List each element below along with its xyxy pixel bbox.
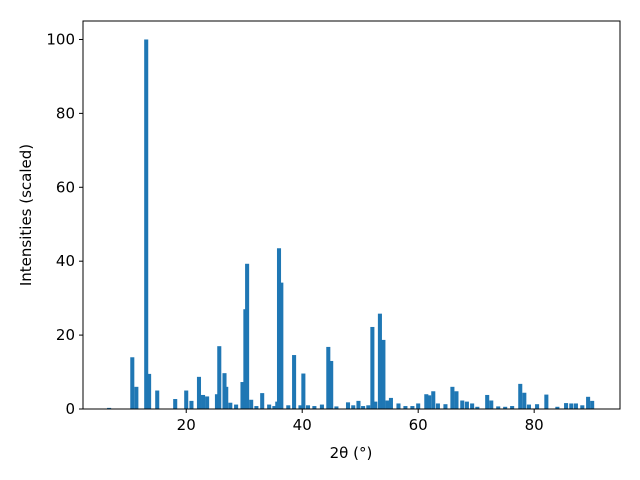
bar <box>544 394 549 409</box>
bar <box>205 396 210 409</box>
bar <box>312 406 317 409</box>
bar <box>377 313 382 409</box>
bar <box>361 406 366 409</box>
bar <box>555 406 560 409</box>
bar <box>403 406 408 409</box>
bar <box>535 404 540 409</box>
bar <box>381 339 386 409</box>
x-tick-label: 60 <box>409 416 428 434</box>
y-axis-label: Intensities (scaled) <box>17 144 35 286</box>
bar <box>373 401 378 409</box>
x-tick-label: 20 <box>177 416 196 434</box>
bar <box>522 392 527 409</box>
bar <box>144 39 149 409</box>
bar <box>443 404 448 409</box>
bar <box>286 405 291 409</box>
bar <box>489 400 494 409</box>
bar <box>366 405 371 409</box>
bar <box>388 397 393 409</box>
bar <box>214 394 219 409</box>
bar <box>580 405 585 409</box>
x-tick-label: 40 <box>293 416 312 434</box>
bar <box>173 399 178 409</box>
bar <box>240 382 245 409</box>
y-tick-label: 100 <box>46 30 75 48</box>
bar <box>496 406 501 409</box>
bar <box>249 399 254 409</box>
bar <box>107 407 112 409</box>
bar <box>370 326 375 409</box>
bar <box>435 403 440 409</box>
bar <box>147 373 152 409</box>
bar <box>292 355 297 409</box>
bar <box>485 394 490 409</box>
bar <box>345 402 351 409</box>
bar <box>228 402 233 409</box>
bar <box>569 403 574 409</box>
bar <box>573 403 578 409</box>
bar <box>424 394 429 409</box>
bar <box>586 396 591 409</box>
bar <box>503 406 508 409</box>
bar <box>510 406 515 409</box>
bar <box>234 404 239 409</box>
x-axis-label: 2θ (°) <box>330 444 373 462</box>
bar <box>385 400 390 409</box>
bar <box>454 391 459 409</box>
bar <box>155 390 160 409</box>
x-tick-label: 80 <box>525 416 544 434</box>
bar <box>254 406 259 409</box>
bar <box>427 395 432 409</box>
bar <box>351 405 356 409</box>
bar <box>470 403 475 409</box>
bar <box>564 403 569 409</box>
bar <box>416 403 421 409</box>
bar <box>134 386 139 409</box>
bar <box>326 346 331 409</box>
bar <box>184 390 189 409</box>
bar <box>276 248 282 409</box>
y-tick-label: 40 <box>56 252 75 270</box>
y-tick-label: 60 <box>56 178 75 196</box>
bar <box>518 383 523 409</box>
bar <box>410 406 415 409</box>
bar <box>475 406 480 409</box>
bar <box>460 400 465 409</box>
bar <box>329 360 334 409</box>
bar <box>189 400 194 409</box>
bar <box>319 404 324 409</box>
y-tick-label: 80 <box>56 104 75 122</box>
bar <box>305 405 311 409</box>
bar <box>217 346 222 409</box>
bar <box>464 401 469 409</box>
y-tick-label: 0 <box>65 400 75 418</box>
bar <box>245 263 250 409</box>
bar <box>267 404 272 409</box>
y-tick-label: 20 <box>56 326 75 344</box>
bar <box>298 405 303 409</box>
bar <box>356 400 361 409</box>
bar <box>279 282 284 409</box>
bar <box>201 394 206 409</box>
bar <box>272 406 277 409</box>
bar <box>130 357 135 409</box>
bar <box>431 391 436 409</box>
bar <box>301 373 306 409</box>
bar <box>260 393 265 409</box>
bar <box>396 403 401 409</box>
bar <box>526 404 531 409</box>
bar <box>334 406 339 409</box>
bar <box>590 400 595 409</box>
bar <box>196 376 202 409</box>
plot-frame <box>82 20 621 410</box>
bar <box>450 386 455 409</box>
bar <box>224 386 229 409</box>
